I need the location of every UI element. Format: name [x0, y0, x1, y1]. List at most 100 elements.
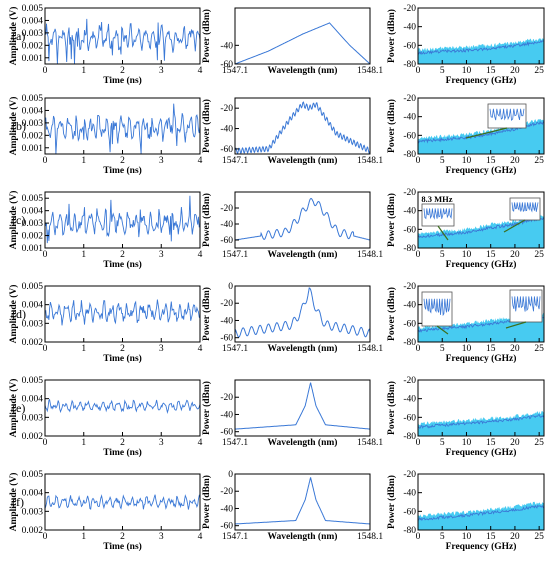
- y-tick-label: -60: [403, 507, 416, 517]
- y-tick-label: -40: [403, 23, 416, 33]
- y-tick-label: 0.004: [22, 301, 44, 311]
- optical-spectrum-line: [234, 22, 371, 65]
- row-label: (f): [12, 495, 24, 509]
- inset-spectrum-line: [423, 298, 451, 317]
- x-tick-label: 25: [534, 438, 544, 448]
- y-tick-label: -40: [403, 301, 416, 311]
- x-tick-label: 20: [510, 438, 520, 448]
- y-axis-label: Power (dBm): [201, 9, 212, 63]
- x-axis-label: Frequency (GHz): [446, 541, 517, 552]
- x-tick-label: 1: [81, 438, 86, 448]
- x-axis-label: Wavelength (nm): [268, 343, 338, 354]
- rf-panel-frame: [417, 473, 545, 531]
- rf-inset-low: [421, 203, 455, 227]
- x-tick-label: 15: [486, 156, 496, 166]
- x-tick-label: 10: [462, 344, 472, 354]
- x-tick-label: 1547.1: [222, 66, 248, 76]
- y-tick-label: -20: [403, 282, 416, 292]
- x-tick-label: 20: [510, 344, 520, 354]
- x-tick-label: 4: [198, 344, 203, 354]
- y-tick-label: -60: [403, 41, 416, 51]
- y-tick-label: 0.001: [22, 244, 44, 254]
- x-tick-label: 3: [159, 438, 164, 448]
- x-tick-label: 0: [416, 250, 421, 260]
- x-axis-label: Frequency (GHz): [446, 75, 517, 86]
- x-tick-label: 0: [43, 156, 48, 166]
- x-tick-label: 0: [416, 156, 421, 166]
- y-axis-label: Power (dBm): [201, 475, 212, 529]
- y-tick-label: 0.001: [22, 144, 44, 154]
- y-tick-label: -40: [220, 220, 233, 230]
- rf-spectrum-line: [417, 39, 545, 55]
- y-tick-label: -80: [403, 526, 416, 536]
- x-tick-label: 20: [510, 156, 520, 166]
- x-tick-label: 10: [462, 250, 472, 260]
- x-tick-label: 25: [534, 532, 544, 542]
- y-tick-label: 0.002: [22, 526, 44, 536]
- y-tick-label: -60: [403, 131, 416, 141]
- rf-panel-frame: [417, 7, 545, 65]
- y-tick-label: -40: [220, 316, 233, 326]
- y-tick-label: 0.004: [22, 395, 44, 405]
- x-tick-label: 1: [81, 532, 86, 542]
- x-tick-label: 1547.1: [222, 344, 248, 354]
- y-tick-label: -80: [403, 244, 416, 254]
- row-label: (a): [12, 29, 25, 43]
- y-tick-label: -40: [403, 113, 416, 123]
- x-tick-label: 1: [81, 66, 86, 76]
- y-tick-label: 0.005: [22, 282, 44, 292]
- time-trace-line: [44, 494, 201, 510]
- rf-spectrum-line: [417, 216, 545, 239]
- x-tick-label: 0: [43, 344, 48, 354]
- y-axis-label: Power (dBm): [386, 381, 397, 435]
- x-tick-label: 3: [159, 344, 164, 354]
- rf-noise-area: [418, 213, 544, 248]
- inset-pointer-arrow: [505, 321, 527, 329]
- y-tick-label: -80: [403, 432, 416, 442]
- row-label: (b): [12, 119, 26, 133]
- x-tick-label: 3: [159, 66, 164, 76]
- x-tick-label: 1548.1: [357, 66, 383, 76]
- x-axis-label: Frequency (GHz): [446, 165, 517, 176]
- x-tick-label: 1547.1: [222, 156, 248, 166]
- x-tick-label: 20: [510, 66, 520, 76]
- x-tick-label: 0: [416, 66, 421, 76]
- y-tick-label: -20: [220, 104, 233, 114]
- y-axis-label: Amplitude (V): [8, 191, 19, 250]
- y-tick-label: -20: [403, 470, 416, 480]
- y-tick-label: 0.005: [22, 194, 44, 204]
- inset-pointer-arrow: [503, 219, 526, 233]
- y-tick-label: 0.005: [22, 4, 44, 14]
- y-tick-label: -20: [403, 4, 416, 14]
- x-tick-label: 2: [120, 250, 125, 260]
- y-tick-label: -20: [220, 487, 233, 497]
- y-tick-label: 0.001: [22, 54, 44, 64]
- rf-inset-high: [509, 197, 541, 221]
- x-tick-label: 25: [534, 156, 544, 166]
- y-tick-label: 0.002: [22, 232, 44, 242]
- rf-noise-area: [418, 501, 544, 530]
- x-tick-label: 15: [486, 66, 496, 76]
- time-trace-line: [44, 103, 201, 155]
- y-tick-label: -40: [220, 410, 233, 420]
- optical-panel-frame: [234, 97, 371, 155]
- x-tick-label: 4: [198, 250, 203, 260]
- inset-pointer-arrow: [437, 225, 449, 241]
- rf-panel-frame: [417, 191, 545, 249]
- y-tick-label: 0.002: [22, 432, 44, 442]
- y-axis-label: Power (dBm): [386, 193, 397, 247]
- y-tick-label: -20: [220, 393, 233, 403]
- row-label: (d): [12, 307, 26, 321]
- y-tick-label: -20: [403, 188, 416, 198]
- y-tick-label: 0.005: [22, 470, 44, 480]
- rf-noise-area: [418, 411, 544, 436]
- optical-panel-frame: [234, 285, 371, 343]
- y-tick-label: 0.003: [22, 413, 44, 423]
- y-tick-label: 0.005: [22, 376, 44, 386]
- y-axis-label: Power (dBm): [386, 9, 397, 63]
- row-label: (c): [12, 213, 25, 227]
- inset-spectrum-line: [511, 296, 541, 312]
- x-tick-label: 1548.1: [357, 438, 383, 448]
- y-tick-label: -60: [220, 145, 233, 155]
- y-tick-label: -60: [403, 413, 416, 423]
